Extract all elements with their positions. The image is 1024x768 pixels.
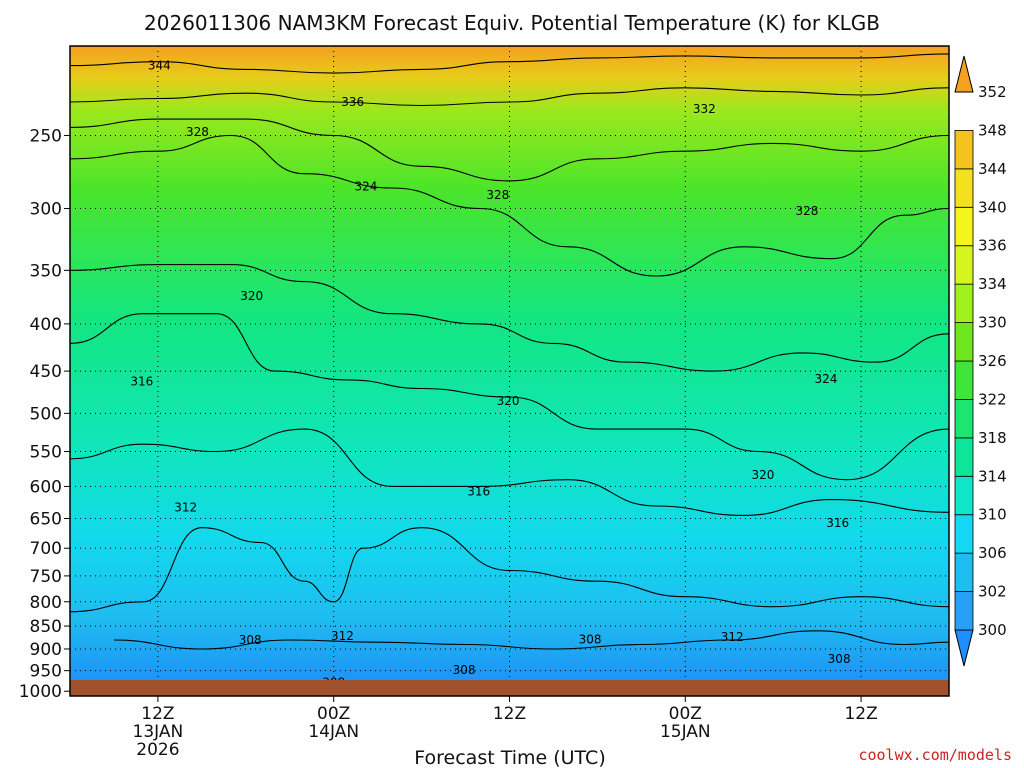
contour-label: 320 bbox=[751, 468, 774, 482]
contour-label: 312 bbox=[721, 630, 744, 644]
contour-label: 312 bbox=[174, 500, 197, 514]
colorbar-segment bbox=[954, 130, 974, 170]
y-tick-label: 600 bbox=[30, 477, 62, 497]
colorbar-label: 336 bbox=[978, 237, 1007, 255]
contour-label: 324 bbox=[814, 372, 837, 386]
contour-label: 344 bbox=[148, 59, 171, 73]
colorbar-segment bbox=[954, 552, 974, 592]
contour-label: 332 bbox=[693, 102, 716, 116]
contour-label: 308 bbox=[828, 652, 851, 666]
y-tick-label: 750 bbox=[30, 567, 62, 587]
colorbar-label: 348 bbox=[978, 121, 1007, 139]
x-tick-label: 15JAN bbox=[660, 722, 711, 742]
contour-line-320 bbox=[69, 313, 950, 481]
contour-label: 324 bbox=[354, 180, 377, 194]
contour-line-336 bbox=[69, 87, 950, 107]
contour-label: 316 bbox=[467, 485, 490, 499]
contour-label: 308 bbox=[579, 633, 602, 647]
colorbar-segment bbox=[954, 629, 974, 667]
colorbar-label: 340 bbox=[978, 198, 1007, 216]
contour-label: 316 bbox=[130, 375, 153, 389]
contour-line-344 bbox=[69, 53, 950, 74]
contour-label: 316 bbox=[826, 516, 849, 530]
contour-label: 312 bbox=[331, 629, 354, 643]
colorbar-label: 314 bbox=[978, 467, 1007, 485]
colorbar-segment bbox=[954, 591, 974, 631]
colorbar-segment bbox=[954, 245, 974, 285]
contour-label: 320 bbox=[240, 289, 263, 303]
colorbar-label: 322 bbox=[978, 390, 1007, 408]
x-tick-label: 12Z bbox=[493, 704, 526, 724]
contour-line-328 bbox=[69, 134, 950, 277]
colorbar-label: 344 bbox=[978, 160, 1007, 178]
y-tick-label: 850 bbox=[30, 617, 62, 637]
colorbar-label: 334 bbox=[978, 275, 1007, 293]
colorbar-label: 310 bbox=[978, 506, 1007, 524]
x-axis-label: Forecast Time (UTC) bbox=[414, 747, 605, 768]
y-tick-label: 700 bbox=[30, 539, 62, 559]
contour-label: 308 bbox=[453, 663, 476, 677]
x-tick-label: 2026 bbox=[136, 740, 179, 760]
colorbar-segment bbox=[954, 399, 974, 439]
contour-lines bbox=[69, 53, 950, 650]
x-tick-label: 12Z bbox=[141, 704, 174, 724]
contour-line-312 bbox=[69, 527, 950, 613]
colorbar-segment bbox=[954, 283, 974, 323]
colorbar-label: 330 bbox=[978, 314, 1007, 332]
y-tick-label: 900 bbox=[30, 640, 62, 660]
contour-label: 308 bbox=[239, 633, 262, 647]
y-tick-label: 550 bbox=[30, 443, 62, 463]
contour-label: 328 bbox=[795, 204, 818, 218]
y-tick-label: 950 bbox=[30, 662, 62, 682]
x-tick-label: 14JAN bbox=[308, 722, 359, 742]
colorbar-segment bbox=[954, 168, 974, 208]
y-tick-label: 450 bbox=[30, 362, 62, 382]
chart-title: 2026011306 NAM3KM Forecast Equiv. Potent… bbox=[144, 11, 880, 35]
contour-line-308 bbox=[113, 630, 950, 650]
x-tick-label: 13JAN bbox=[133, 722, 184, 742]
grid-lines bbox=[70, 46, 949, 696]
contour-line-324 bbox=[69, 264, 950, 372]
x-tick-label: 00Z bbox=[317, 704, 350, 724]
y-tick-label: 800 bbox=[30, 593, 62, 613]
colorbar-label: 300 bbox=[978, 621, 1007, 639]
y-tick-label: 300 bbox=[30, 200, 62, 220]
colorbar-label: 318 bbox=[978, 429, 1007, 447]
colorbar-segment bbox=[954, 514, 974, 554]
contour-label: 328 bbox=[186, 125, 209, 139]
contour-label: 328 bbox=[486, 188, 509, 202]
colorbar-segment bbox=[954, 475, 974, 516]
colorbar-label: 302 bbox=[978, 583, 1007, 601]
contour-line-332 bbox=[69, 118, 950, 182]
y-tick-label: 650 bbox=[30, 510, 62, 530]
colorbar-segment bbox=[954, 437, 974, 477]
y-tick-label: 350 bbox=[30, 261, 62, 281]
terrain-ground bbox=[70, 680, 949, 696]
contour-label: 320 bbox=[497, 394, 520, 408]
x-tick-label: 12Z bbox=[844, 704, 877, 724]
colorbar-label: 352 bbox=[978, 83, 1007, 101]
colorbar-segment bbox=[954, 322, 974, 362]
colorbar: 300 302 306 310 314 318 322 326 330 334 336 340 344 3… bbox=[954, 55, 1007, 667]
colorbar-segment bbox=[954, 206, 974, 247]
y-tick-label: 500 bbox=[30, 404, 62, 424]
y-tick-label: 250 bbox=[30, 126, 62, 146]
y-tick-label: 1000 bbox=[19, 682, 62, 702]
colorbar-label: 306 bbox=[978, 544, 1007, 562]
y-tick-label: 400 bbox=[30, 315, 62, 335]
colorbar-segment bbox=[954, 55, 974, 93]
y-axis-ticks: 250 300 350 400 450 500 550 600 650 700 750 800 850 9… bbox=[19, 126, 70, 702]
colorbar-segment bbox=[954, 360, 974, 400]
contour-line-316 bbox=[69, 428, 950, 516]
credit-text: coolwx.com/models bbox=[858, 746, 1012, 764]
colorbar-label: 326 bbox=[978, 352, 1007, 370]
contour-label: 336 bbox=[341, 95, 364, 109]
x-tick-label: 00Z bbox=[669, 704, 702, 724]
